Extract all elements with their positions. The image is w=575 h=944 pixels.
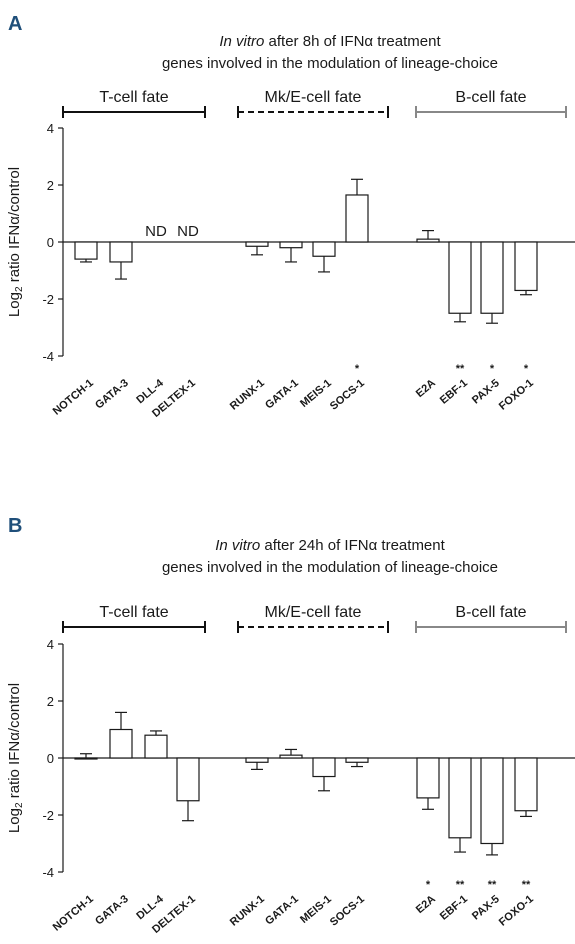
panel-a-y-tick-label: 0 — [47, 235, 54, 250]
panel-a: A In vitro after 8h of IFNα treatment ge… — [6, 13, 575, 420]
panel-a-significance: * — [355, 363, 360, 375]
panel-a-title: In vitro after 8h of IFNα treatment — [219, 33, 441, 50]
panel-a-subtitle: genes involved in the modulation of line… — [162, 55, 498, 72]
panel-b-y-tick-label: -2 — [42, 808, 54, 823]
panel-b-category-label: GATA-1 — [263, 893, 301, 927]
panel-b-y-label-rest: ratio IFNα/control — [6, 683, 23, 803]
panel-a-category-label: SOCS-1 — [328, 377, 367, 413]
panel-a-significance: * — [524, 363, 529, 375]
panel-b-bar — [279, 754, 303, 759]
panel-a-nd-label: ND — [177, 223, 199, 240]
panel-a-category-label: GATA-1 — [263, 377, 301, 411]
panel-b-category-label: EBF-1 — [438, 893, 470, 923]
panel-b-bar — [514, 757, 538, 812]
panel-a-group-label: Mk/E-cell fate — [265, 89, 362, 106]
panel-b-y-tick-label: 0 — [47, 751, 54, 766]
panel-a-group-label: T-cell fate — [99, 89, 168, 106]
panel-b-category-label: E2A — [414, 893, 438, 916]
panel-a-y-label-sub: 2 — [14, 286, 25, 292]
panel-b-y-tick-label: 4 — [47, 637, 54, 652]
panel-a-category-label: E2A — [414, 377, 438, 400]
panel-a-bar — [245, 241, 269, 247]
panel-a-group-bracket: Mk/E-cell fate — [237, 89, 389, 118]
panel-b-category-label: NOTCH-1 — [51, 893, 96, 934]
panel-b-bar — [176, 757, 200, 802]
panel-b-y-label: Log2 ratio IFNα/control — [6, 683, 25, 833]
panel-b-bar — [448, 757, 472, 839]
panel-b-bar — [312, 757, 336, 778]
panel-a-bar — [279, 241, 303, 249]
panel-a-category-label: RUNX-1 — [228, 377, 267, 413]
panel-b-title: In vitro after 24h of IFNα treatment — [215, 537, 445, 554]
panel-b-y-label-main: Log — [6, 808, 23, 833]
panel-b-category-label: FOXO-1 — [497, 893, 536, 929]
panel-b-bar — [345, 757, 369, 763]
panel-a-y-label-rest: ratio IFNα/control — [6, 167, 23, 287]
panel-a-group-bracket: B-cell fate — [415, 89, 567, 118]
panel-a-bar — [416, 238, 440, 243]
panel-a-bar — [312, 241, 336, 257]
panel-a-y-label: Log2 ratio IFNα/control — [6, 167, 25, 317]
panel-b-y-tick-label: -4 — [42, 865, 54, 880]
panel-b-y-label-sub: 2 — [14, 802, 25, 808]
panel-b-bar — [480, 757, 504, 845]
panel-b-category-label: SOCS-1 — [328, 893, 367, 929]
panel-a-bar — [514, 241, 538, 292]
panel-a-category-label: FOXO-1 — [497, 377, 536, 413]
panel-a-y-tick-label: 2 — [47, 178, 54, 193]
panel-b: B In vitro after 24h of IFNα treatment g… — [6, 515, 575, 936]
panel-b-significance: ** — [456, 879, 465, 891]
panel-b-group-bracket: T-cell fate — [62, 604, 206, 633]
panel-b-subtitle: genes involved in the modulation of line… — [162, 559, 498, 576]
panel-a-axes: T-cell fate Mk/E-cell fate B-cell fate 4 2 0 -… — [6, 89, 575, 420]
panel-a-category-label: NOTCH-1 — [51, 377, 96, 418]
panel-b-category-label: GATA-3 — [93, 893, 131, 927]
panel-a-y-tick-label: -2 — [42, 292, 54, 307]
panel-b-group-label: Mk/E-cell fate — [265, 604, 362, 621]
panel-a-significance: * — [490, 363, 495, 375]
panel-b-group-bracket: Mk/E-cell fate — [237, 604, 389, 633]
panel-a-y-tick-label: 4 — [47, 121, 54, 136]
panel-b-bar — [245, 757, 269, 763]
panel-a-bar — [109, 241, 133, 263]
panel-a-letter: A — [8, 13, 22, 35]
panel-a-y-label-main: Log — [6, 292, 23, 317]
panel-b-significance: ** — [488, 879, 497, 891]
panel-b-bar — [109, 728, 133, 759]
panel-b-title-italic: In vitro — [215, 537, 260, 554]
panel-b-axes: T-cell fate Mk/E-cell fate B-cell fate 4 2 0 -… — [6, 604, 575, 936]
panel-a-category-label: EBF-1 — [438, 377, 470, 407]
panel-b-category-label: RUNX-1 — [228, 893, 267, 929]
panel-b-group-bracket: B-cell fate — [415, 604, 567, 633]
panel-b-significance: ** — [522, 879, 531, 891]
panel-b-group-label: B-cell fate — [455, 604, 526, 621]
panel-a-group-label: B-cell fate — [455, 89, 526, 106]
panel-b-bar — [144, 734, 168, 759]
panel-b-significance: * — [426, 879, 431, 891]
panel-a-bar — [480, 241, 504, 314]
panel-a-nd-label: ND — [145, 223, 167, 240]
panel-b-group-label: T-cell fate — [99, 604, 168, 621]
panel-a-significance: ** — [456, 363, 465, 375]
panel-a-category-label: GATA-3 — [93, 377, 131, 411]
panel-a-bar — [74, 241, 98, 260]
panel-b-letter: B — [8, 515, 22, 537]
panel-b-y-tick-label: 2 — [47, 694, 54, 709]
panel-b-bar — [416, 757, 440, 799]
panel-b-title-rest: after 24h of IFNα treatment — [260, 537, 445, 554]
panel-b-bar — [74, 757, 98, 760]
panel-a-title-italic: In vitro — [219, 33, 264, 50]
panel-a-group-bracket: T-cell fate — [62, 89, 206, 118]
panel-a-title-rest: after 8h of IFNα treatment — [264, 33, 441, 50]
panel-a-bar — [448, 241, 472, 314]
panel-a-bar — [345, 194, 369, 243]
panel-a-y-tick-label: -4 — [42, 349, 54, 364]
